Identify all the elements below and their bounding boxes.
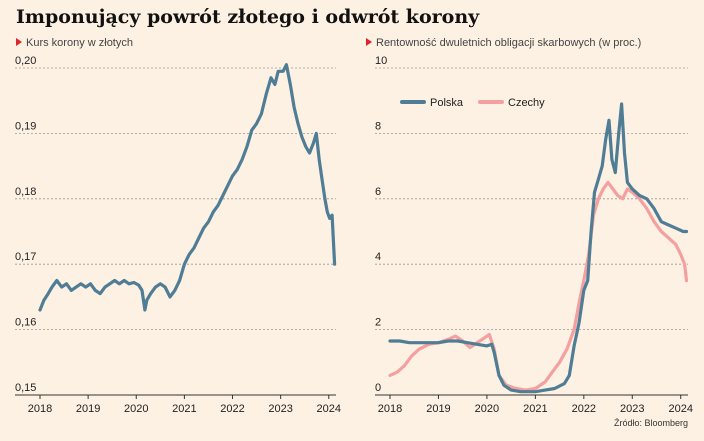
right-y-tick-label: 4 — [375, 251, 381, 263]
legend-label-czechy: Czechy — [508, 97, 545, 109]
right-y-tick-label: 0 — [375, 382, 381, 394]
right-chart-subtitle-text: Rentowność dwuletnich obligacji skarbowy… — [376, 37, 642, 49]
right-series-line-czechy — [388, 180, 689, 392]
triangle-bullet-icon — [366, 38, 372, 46]
left-y-tick-label: 0,20 — [15, 55, 36, 67]
left-x-tick-label: 2024 — [317, 403, 341, 415]
left-y-tick-label: 0,17 — [15, 251, 36, 263]
left-x-tick-label: 2023 — [268, 403, 292, 415]
right-x-tick-label: 2022 — [572, 403, 596, 415]
left-x-tick-label: 2022 — [220, 403, 244, 415]
left-y-tick-label: 0,15 — [15, 382, 36, 394]
right-x-tick-label: 2021 — [523, 403, 547, 415]
right-y-tick-label: 8 — [375, 120, 381, 132]
left-y-tick-label: 0,18 — [15, 186, 36, 198]
left-x-tick-label: 2019 — [76, 403, 100, 415]
left-y-tick-label: 0,19 — [15, 120, 36, 132]
chart-title: Imponujący powrót złotego i odwrót koron… — [16, 6, 480, 28]
right-x-tick-label: 2019 — [426, 403, 450, 415]
triangle-bullet-icon — [16, 38, 22, 46]
left-y-tick-label: 0,16 — [15, 317, 36, 329]
right-x-tick-label: 2023 — [620, 403, 644, 415]
right-series-line-polska — [388, 102, 689, 394]
left-x-tick-label: 2018 — [28, 403, 52, 415]
left-x-tick-label: 2020 — [124, 403, 148, 415]
right-x-tick-label: 2020 — [475, 403, 499, 415]
right-chart-subtitle: Rentowność dwuletnich obligacji skarbowy… — [366, 37, 641, 49]
right-y-tick-label: 6 — [375, 186, 381, 198]
source-note: Źródło: Bloomberg — [613, 418, 688, 428]
left-chart-subtitle: Kurs korony w złotych — [16, 37, 133, 49]
right-y-tick-label: 10 — [375, 55, 387, 67]
legend-label-polska: Polska — [430, 97, 464, 109]
right-x-tick-label: 2018 — [378, 403, 402, 415]
left-chart-subtitle-text: Kurs korony w złotych — [26, 37, 133, 49]
left-x-tick-label: 2021 — [172, 403, 196, 415]
right-y-tick-label: 2 — [375, 317, 381, 329]
left-series-line-kurs — [38, 63, 337, 312]
right-x-tick-label: 2024 — [668, 403, 692, 415]
